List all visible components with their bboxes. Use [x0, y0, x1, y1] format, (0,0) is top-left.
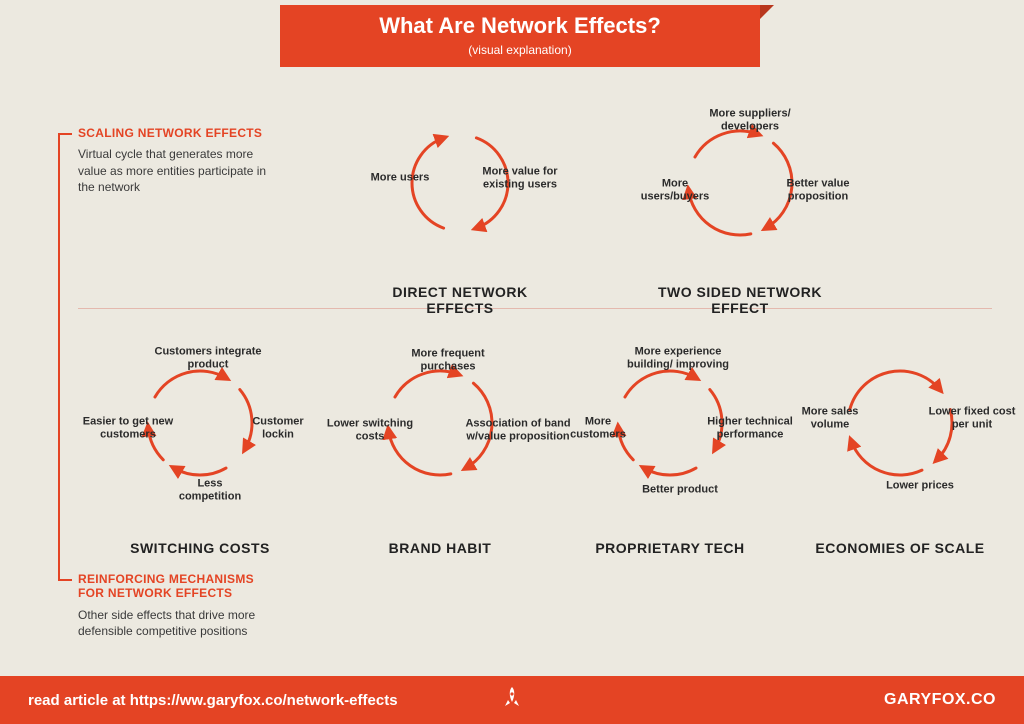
connector-bottom [58, 579, 72, 581]
cycle-node: Lower switching costs [320, 417, 420, 442]
cycle-node: More frequent purchases [398, 347, 498, 372]
cycle-node: Customers integrate product [148, 345, 268, 370]
cycle-title: ECONOMIES OF SCALE [810, 540, 990, 556]
cycle-arc [395, 371, 458, 397]
cycle-node: Higher technical performance [695, 415, 805, 440]
footer-brand: GARYFOX.CO [884, 691, 996, 709]
section-reinforcing-desc: Other side effects that drive more defen… [78, 607, 273, 639]
section-reinforcing: REINFORCING MECHANISMS FOR NETWORK EFFEC… [78, 572, 273, 639]
cycle-scale: Lower fixed cost per unitLower pricesMor… [800, 338, 1000, 518]
cycle-arc [174, 468, 226, 475]
cycle-node: Better product [640, 484, 720, 497]
cycle-arc [850, 371, 940, 410]
cycle-node: More experience building/ improving [618, 345, 738, 370]
footer: read article at https://ww.garyfox.co/ne… [0, 676, 1024, 724]
rocket-icon [502, 686, 522, 715]
cycle-node: Lower fixed cost per unit [922, 405, 1022, 430]
section-reinforcing-title: REINFORCING MECHANISMS FOR NETWORK EFFEC… [78, 572, 273, 601]
cycle-node: More users/buyers [630, 177, 720, 202]
cycle-node: Better value proposition [773, 177, 863, 202]
cycle-node: Easier to get new customers [78, 415, 178, 440]
connector-vert [58, 133, 60, 581]
cycle-title: TWO SIDED NETWORK EFFECT [650, 284, 830, 316]
cycle-arc [155, 371, 226, 397]
footer-link-text: read article at https://ww.garyfox.co/ne… [28, 692, 398, 709]
header-band: What Are Network Effects? (visual explan… [280, 5, 760, 67]
connector-top [58, 133, 72, 135]
cycle-direct: More usersMore value for existing usersD… [360, 98, 560, 278]
cycle-arc [625, 371, 696, 397]
cycle-node: Association of band w/value proposition [463, 417, 573, 442]
cycle-arc [644, 468, 696, 475]
cycle-title: BRAND HABIT [350, 540, 530, 556]
cycle-switching: Customers integrate productCustomer lock… [100, 338, 300, 518]
cycle-node: More suppliers/ developers [700, 107, 800, 132]
cycle-twosided: More suppliers/ developersBetter value p… [640, 98, 840, 278]
cycle-arc [695, 131, 758, 157]
cycle-node: More customers [558, 415, 638, 440]
cycle-title: PROPRIETARY TECH [580, 540, 760, 556]
cycle-node: More users [365, 172, 435, 185]
cycle-title: SWITCHING COSTS [110, 540, 290, 556]
cycle-title: DIRECT NETWORK EFFECTS [370, 284, 550, 316]
cycle-node: Less competition [165, 477, 255, 502]
cycle-node: More sales volume [790, 405, 870, 430]
cycle-node: More value for existing users [470, 165, 570, 190]
cycle-node: Customer lockin [238, 415, 318, 440]
cycle-brand: More frequent purchasesAssociation of ba… [340, 338, 540, 518]
section-scaling: SCALING NETWORK EFFECTS Virtual cycle th… [78, 126, 273, 195]
section-scaling-desc: Virtual cycle that generates more value … [78, 146, 273, 195]
section-scaling-title: SCALING NETWORK EFFECTS [78, 126, 273, 140]
cycle-tech: More experience building/ improvingHighe… [570, 338, 770, 518]
cycle-node: Lower prices [880, 480, 960, 493]
page-subtitle: (visual explanation) [280, 43, 760, 57]
cycle-arc [851, 441, 922, 475]
page-title: What Are Network Effects? [280, 13, 760, 39]
